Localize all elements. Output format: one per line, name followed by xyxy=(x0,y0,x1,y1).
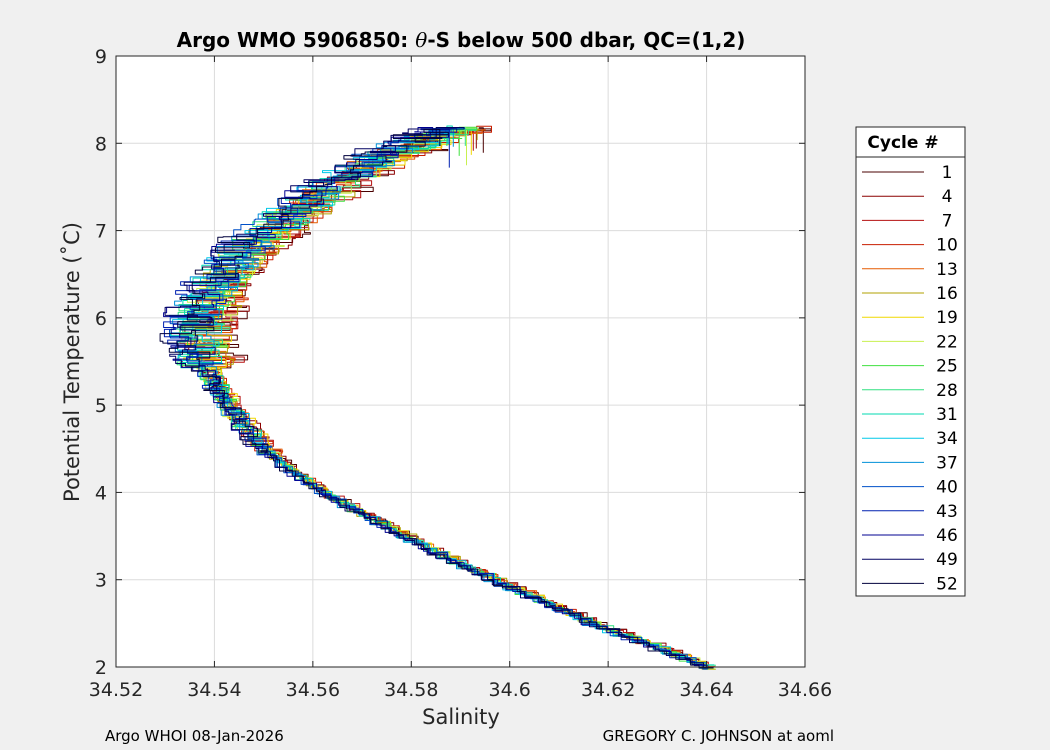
profile-line-cycle-52 xyxy=(159,128,714,669)
plot-border xyxy=(115,55,806,668)
legend-box xyxy=(855,126,966,597)
x-tick-label: 34.6 xyxy=(489,679,531,701)
grid xyxy=(115,55,806,668)
legend-label: 19 xyxy=(936,308,958,328)
footer-right: GREGORY C. JOHNSON at aoml xyxy=(603,727,834,745)
y-tick-label: 8 xyxy=(95,133,107,155)
legend-label: 52 xyxy=(936,574,958,594)
legend-label: 43 xyxy=(936,502,958,522)
legend-label: 13 xyxy=(936,260,958,280)
y-tick-label: 6 xyxy=(95,308,107,330)
y-axis-label: Potential Temperature (˚C) xyxy=(60,222,84,502)
footer-left: Argo WHOI 08-Jan-2026 xyxy=(105,727,284,745)
title-prefix: Argo WMO 5906850: xyxy=(177,28,416,52)
y-tick-label: 4 xyxy=(95,482,107,504)
legend-label: 49 xyxy=(936,550,958,570)
y-tick-label: 5 xyxy=(95,395,107,417)
profile-line-cycle-49 xyxy=(164,127,713,668)
x-tick-label: 34.66 xyxy=(778,679,832,701)
legend-label: 22 xyxy=(936,332,958,352)
legend-label: 7 xyxy=(942,211,953,231)
chart-title: Argo WMO 5906850: θ-S below 500 dbar, QC… xyxy=(177,28,746,52)
y-tick-label: 7 xyxy=(95,221,107,243)
legend-label: 31 xyxy=(936,405,958,425)
plot-area xyxy=(115,55,806,668)
legend-label: 40 xyxy=(936,478,958,498)
x-tick-label: 34.54 xyxy=(187,679,241,701)
y-tick-label: 9 xyxy=(95,46,107,68)
x-ticks: 34.52 34.54 34.56 34.58 34.6 34.62 34.64 34.66 xyxy=(89,56,832,701)
y-ticks: 2 3 4 5 6 7 8 9 xyxy=(95,46,805,679)
legend: Cycle # 1 4 7 10 13 16 19 22 25 28 31 34 37 40 43 46 49 5… xyxy=(855,126,966,597)
x-axis-label: Salinity xyxy=(422,705,500,729)
profile-line-cycle-46 xyxy=(163,127,706,666)
x-tick-label: 34.64 xyxy=(679,679,733,701)
legend-label: 1 xyxy=(942,163,953,183)
legend-title: Cycle # xyxy=(867,133,938,153)
legend-entries: 1 4 7 10 13 16 19 22 25 28 31 34 37 40 43 46 49 52 xyxy=(862,163,958,594)
profile-traces xyxy=(159,125,716,670)
legend-label: 46 xyxy=(936,526,958,546)
title-suffix: -S below 500 dbar, QC=(1,2) xyxy=(427,28,745,52)
legend-label: 28 xyxy=(936,381,958,401)
title-theta: θ xyxy=(415,28,427,52)
legend-label: 4 xyxy=(942,187,953,207)
x-tick-label: 34.58 xyxy=(384,679,438,701)
legend-label: 34 xyxy=(936,429,958,449)
x-tick-label: 34.56 xyxy=(286,679,340,701)
y-tick-label: 3 xyxy=(95,570,107,592)
y-tick-label: 2 xyxy=(95,657,107,679)
legend-label: 25 xyxy=(936,357,958,377)
x-tick-label: 34.62 xyxy=(581,679,635,701)
profile-line-cycle-37 xyxy=(169,128,708,667)
legend-label: 16 xyxy=(936,284,958,304)
x-tick-label: 34.52 xyxy=(89,679,143,701)
legend-label: 37 xyxy=(936,453,958,473)
legend-label: 10 xyxy=(936,236,958,256)
